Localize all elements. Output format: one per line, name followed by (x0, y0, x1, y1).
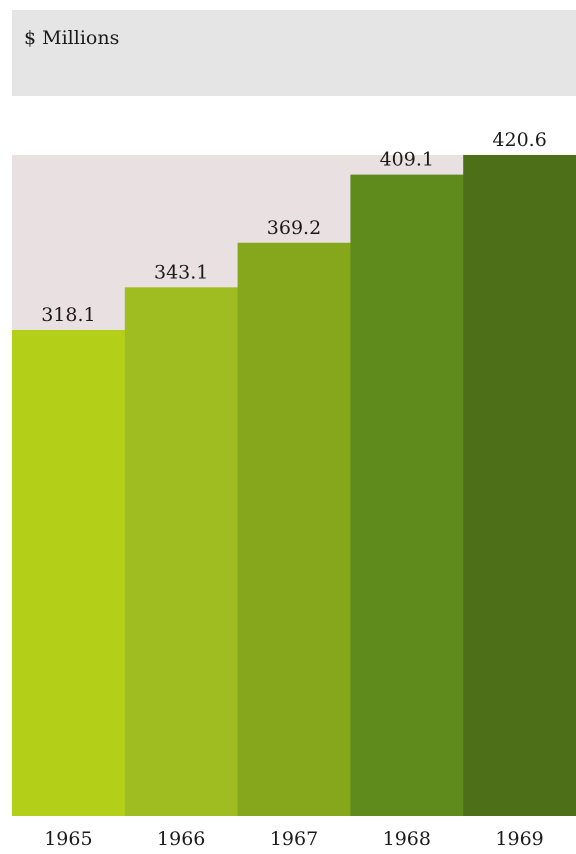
value-label-1968: 409.1 (380, 149, 434, 171)
year-label-1966: 1966 (157, 828, 205, 850)
value-label-group: 318.1 343.1 369.2 409.1 420.6 (41, 129, 547, 326)
year-label-group: 1965 1966 1967 1968 1969 (44, 828, 544, 850)
year-label-1968: 1968 (383, 828, 431, 850)
value-label-1967: 369.2 (267, 217, 321, 239)
value-label-1965: 318.1 (41, 304, 95, 326)
year-label-1967: 1967 (270, 828, 318, 850)
year-label-1969: 1969 (495, 828, 543, 850)
unit-band: $ Millions (12, 10, 576, 96)
value-label-1969: 420.6 (492, 129, 546, 151)
bar-1967 (237, 242, 351, 816)
year-label-1965: 1965 (44, 828, 92, 850)
y-axis-unit-label: $ Millions (24, 27, 120, 49)
bar-1965 (12, 330, 126, 816)
bar-1968 (350, 174, 464, 816)
bar-group (12, 155, 576, 816)
value-label-1966: 343.1 (154, 261, 208, 283)
bar-1966 (124, 287, 239, 816)
bar-1969 (463, 155, 576, 816)
